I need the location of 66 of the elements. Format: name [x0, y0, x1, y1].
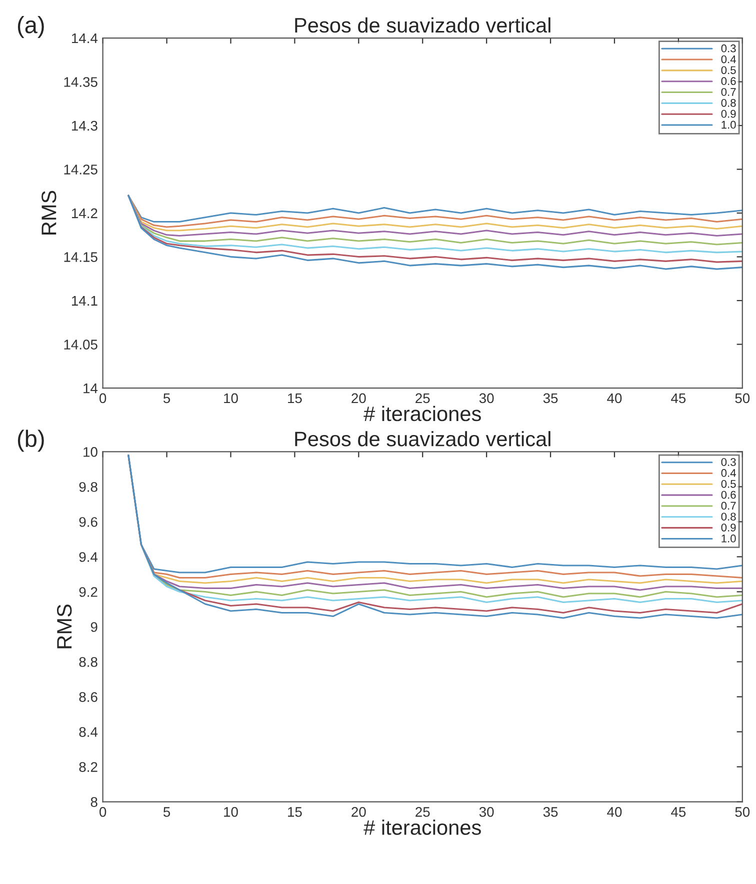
y-tick-label: 8.6	[79, 692, 98, 702]
x-tick-label: 45	[671, 393, 686, 404]
x-tick-label: 20	[352, 807, 366, 817]
legend-label: 0.5	[721, 66, 736, 74]
legend-label: 0.7	[721, 88, 736, 96]
legend-label: 0.7	[721, 502, 736, 510]
x-tick-label: 40	[607, 393, 622, 404]
x-tick-label: 5	[163, 393, 170, 404]
y-tick-label: 14.3	[72, 120, 98, 131]
x-tick-label: 0	[99, 393, 106, 404]
chart-title: Pesos de suavizado vertical	[295, 431, 550, 446]
legend-label: 0.9	[721, 110, 736, 118]
legend-label: 0.5	[721, 480, 736, 488]
text: (b)	[18, 430, 44, 452]
x-tick-label: 10	[224, 393, 238, 404]
y-tick-label: 14.1	[72, 296, 98, 306]
legend-label: 0.3	[721, 458, 736, 466]
x-tick-label: 45	[671, 807, 686, 817]
x-tick-label: 35	[543, 393, 558, 404]
x-axis-title: # iteraciones	[364, 820, 481, 835]
x-tick-label: 30	[479, 393, 494, 404]
y-tick-label: 10	[84, 447, 98, 457]
x-tick-label: 20	[352, 393, 366, 404]
legend-label: 0.3	[721, 44, 736, 52]
x-tick-label: 15	[288, 807, 302, 817]
y-tick-label: 9	[90, 622, 98, 632]
x-tick-label: 30	[479, 807, 494, 817]
y-tick-label: 9.8	[79, 482, 98, 492]
x-tick-label: 50	[735, 807, 750, 817]
legend-label: 0.8	[721, 512, 736, 521]
x-tick-label: 25	[416, 807, 430, 817]
legend-label: 0.4	[721, 469, 736, 477]
legend-label: 0.4	[721, 55, 736, 64]
x-tick-label: 40	[607, 807, 622, 817]
y-tick-label: 14.2	[72, 208, 98, 218]
legend-label: 0.8	[721, 98, 736, 107]
y-tick-label: 9.2	[79, 587, 98, 597]
y-tick-label: 9.6	[79, 517, 98, 527]
legend-label: 0.6	[721, 490, 736, 499]
legend-label: 0.9	[721, 524, 736, 532]
legend-label: 0.6	[721, 77, 736, 86]
x-tick-label: 0	[99, 807, 106, 817]
y-tick-label: 14	[84, 384, 98, 394]
y-tick-label: 14.35	[64, 77, 98, 87]
x-tick-label: 50	[735, 393, 750, 404]
legend-label: 1.0	[722, 534, 736, 542]
x-tick-label: 15	[288, 393, 302, 404]
y-axis-title: RMS	[57, 604, 72, 648]
y-axis-title: RMS	[42, 190, 56, 234]
y-tick-label: 14.15	[64, 252, 98, 262]
y-tick-label: 8	[90, 797, 98, 807]
y-tick-label: 14.4	[72, 33, 98, 44]
legend-label: 1.0	[722, 120, 736, 129]
y-tick-label: 9.4	[79, 552, 98, 562]
y-tick-label: 8.8	[79, 657, 98, 667]
x-tick-label: 25	[416, 393, 430, 404]
x-tick-label: 5	[163, 807, 170, 817]
x-tick-label: 35	[543, 807, 558, 817]
x-tick-label: 10	[224, 807, 238, 817]
y-tick-label: 8.2	[79, 762, 98, 772]
x-axis-title: # iteraciones	[364, 406, 481, 422]
y-tick-label: 14.05	[64, 340, 98, 350]
y-tick-label: 8.4	[79, 727, 98, 737]
y-tick-label: 14.25	[64, 164, 98, 174]
text: (a)	[18, 16, 44, 38]
chart-title: Pesos de suavizado vertical	[295, 17, 550, 33]
